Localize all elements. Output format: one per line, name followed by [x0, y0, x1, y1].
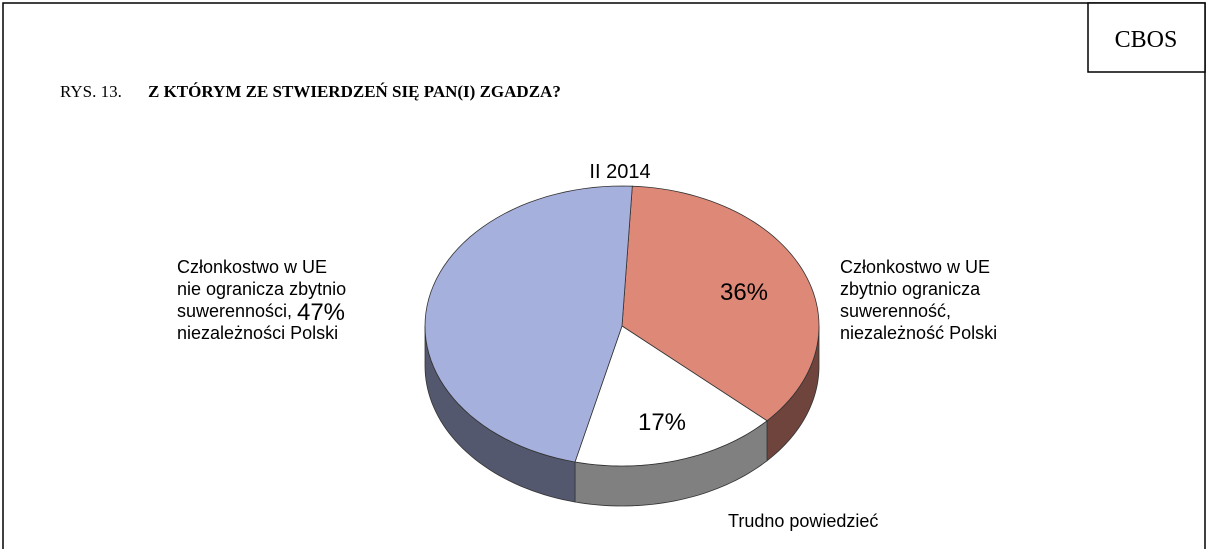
slice-label: Członkostwo w UE nie ogranicza zbytnio s…	[177, 257, 347, 343]
slice	[621, 185, 820, 422]
value-label: 17%	[638, 409, 686, 436]
chart-subtitle: II 2014	[589, 161, 650, 183]
value-label: 36%	[720, 279, 768, 306]
source: CBOS	[1115, 27, 1178, 53]
value-label: 47%	[297, 299, 345, 326]
slice-label: Trudno powiedzieć	[728, 511, 879, 531]
source-box	[1087, 2, 1206, 73]
slice	[574, 325, 768, 467]
figure-label: RYS. 13.	[60, 82, 122, 101]
slice-label: Członkostwo w UE zbytnio ogranicza suwer…	[840, 257, 998, 343]
chart-title: Z KTÓRYM ZE STWIERDZEŃ SIĘ PAN(I) ZGADZA…	[148, 82, 561, 101]
slice	[424, 185, 633, 463]
